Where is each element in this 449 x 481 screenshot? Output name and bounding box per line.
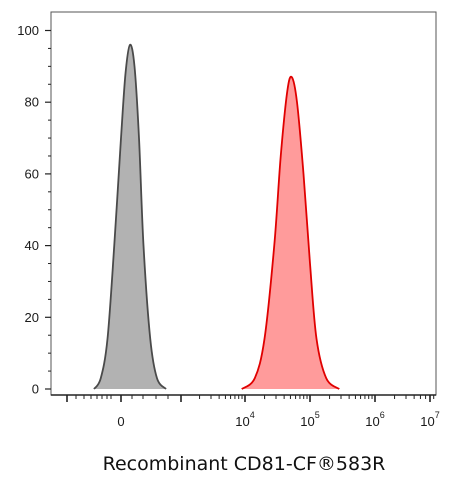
x-tick-label: 0 [117,414,124,429]
y-tick-label: 100 [17,23,39,38]
gray-histogram-fill [94,44,166,389]
x-tick-label: 106 [365,410,384,429]
red-histogram-line [241,75,340,390]
y-tick-label: 60 [25,166,39,181]
x-tick-label: 104 [235,410,254,429]
x-tick-label: 105 [300,410,319,429]
y-tick-label: 80 [25,95,39,110]
x-axis: 0 104 105 106 107 [51,394,440,429]
x-tick-label: 107 [420,410,439,429]
y-tick-label: 20 [25,310,39,325]
y-axis: 0 20 40 60 80 100 [17,23,51,397]
x-axis-title: Recombinant CD81-CF®583R [103,453,386,475]
red-histogram-fill [241,76,340,389]
gray-histogram-line [93,43,167,390]
y-tick-label: 40 [25,238,39,253]
series-layer [93,43,340,390]
y-tick-label: 0 [32,382,39,397]
